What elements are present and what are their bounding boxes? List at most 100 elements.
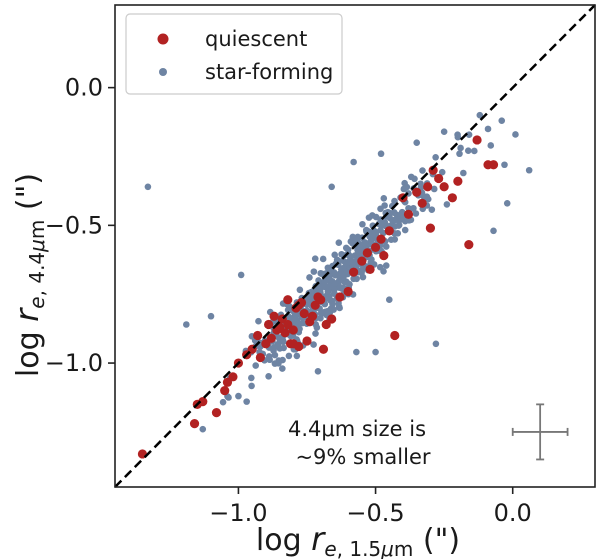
- star-forming-point: [372, 213, 380, 221]
- star-forming-point: [391, 236, 399, 243]
- y-tick-label: −1.0: [45, 349, 103, 377]
- axes: −1.0 −0.5 0.0 −1.0 −0.5 0.0: [45, 4, 596, 527]
- legend: quiescent star-forming: [125, 13, 343, 95]
- star-forming-point: [411, 175, 418, 183]
- star-forming-point: [487, 142, 495, 149]
- star-forming-point: [183, 321, 190, 328]
- star-forming-point: [525, 166, 533, 174]
- star-forming-point: [377, 150, 385, 158]
- star-forming-point: [382, 262, 390, 269]
- quiescent-point: [283, 295, 293, 305]
- annotation: 4.4μm size is ~9% smaller: [288, 417, 431, 469]
- star-forming-point: [443, 201, 451, 208]
- quiescent-point: [464, 240, 474, 250]
- quiescent-point: [488, 160, 499, 170]
- plot-frame: [114, 4, 596, 488]
- star-forming-point: [372, 348, 379, 356]
- star-forming-point: [335, 239, 343, 246]
- star-forming-point: [341, 258, 349, 266]
- quiescent-point: [269, 311, 279, 321]
- star-forming-point: [271, 344, 278, 351]
- star-forming-point: [413, 139, 421, 147]
- star-forming-point: [235, 392, 242, 400]
- quiescent-point: [220, 386, 230, 396]
- quiescent-point: [335, 292, 345, 302]
- star-forming-point: [320, 309, 327, 316]
- star-forming-point: [314, 368, 322, 375]
- quiescent-point: [423, 182, 433, 192]
- quiescent-point: [434, 173, 444, 184]
- star-forming-point: [296, 286, 304, 294]
- star-forming-point: [428, 206, 436, 213]
- star-forming-point: [338, 265, 346, 272]
- star-forming-point: [460, 169, 467, 177]
- star-forming-point: [438, 168, 446, 176]
- x-tick-label: −0.5: [346, 499, 404, 527]
- star-forming-point: [331, 251, 339, 259]
- quiescent-point: [288, 325, 298, 335]
- star-forming-point: [290, 315, 298, 323]
- quiescent-point: [447, 193, 457, 203]
- x-tick-label: −1.0: [209, 499, 267, 527]
- star-forming-point: [285, 302, 293, 310]
- star-forming-point: [501, 161, 508, 169]
- star-forming-point: [432, 154, 439, 161]
- y-tick-label: −0.5: [45, 211, 103, 239]
- quiescent-point: [439, 182, 449, 192]
- quiescent-point: [403, 209, 414, 219]
- star-forming-point: [266, 356, 273, 364]
- quiescent-point: [384, 226, 394, 236]
- legend-label-star-forming: star-forming: [205, 60, 333, 84]
- star-forming-point: [432, 340, 440, 348]
- star-forming-point: [398, 208, 406, 216]
- star-forming-point: [321, 279, 329, 286]
- star-forming-point: [317, 314, 324, 322]
- quiescent-point: [255, 352, 265, 363]
- quiescent-point: [302, 336, 312, 346]
- star-forming-point: [343, 278, 350, 286]
- star-forming-point: [347, 238, 355, 245]
- star-forming-point: [410, 204, 417, 212]
- star-forming-point: [265, 372, 272, 380]
- star-forming-point: [465, 131, 473, 139]
- quiescent-point: [472, 135, 482, 145]
- star-forming-point: [350, 158, 357, 166]
- star-forming-point: [377, 205, 384, 213]
- annotation-line-1: 4.4μm size is: [288, 417, 426, 441]
- star-forming-point: [306, 274, 313, 281]
- star-forming-point: [364, 227, 371, 235]
- quiescent-point: [253, 330, 263, 341]
- star-forming-point: [299, 319, 306, 327]
- star-forming-point: [311, 255, 319, 262]
- star-forming-point: [304, 297, 312, 305]
- star-forming-point: [394, 230, 402, 237]
- star-forming-point: [324, 287, 332, 295]
- star-forming-point: [243, 398, 250, 405]
- star-forming-point: [319, 255, 327, 263]
- quiescent-point: [327, 314, 337, 324]
- quiescent-point: [307, 311, 318, 321]
- star-forming-point: [391, 197, 398, 205]
- star-forming-point: [276, 334, 284, 342]
- star-forming-point: [275, 360, 282, 367]
- star-forming-point: [401, 226, 409, 234]
- quiescent-point: [390, 330, 400, 341]
- quiescent-point: [370, 242, 381, 252]
- star-forming-point: [382, 243, 390, 250]
- star-forming-point: [498, 117, 506, 124]
- legend-marker-quiescent: [157, 33, 169, 45]
- star-forming-point: [457, 144, 464, 152]
- quiescent-point: [299, 308, 309, 319]
- one-to-one-line: [114, 4, 596, 488]
- star-forming-point: [386, 214, 394, 222]
- y-tick-label: 0.0: [65, 74, 103, 102]
- quiescent-point: [296, 297, 307, 308]
- star-forming-point: [342, 244, 350, 252]
- star-forming-point: [199, 425, 207, 433]
- star-forming-point: [237, 271, 245, 279]
- annotation-line-2: ~9% smaller: [295, 445, 430, 469]
- star-forming-point: [412, 210, 420, 217]
- star-forming-point: [248, 382, 255, 390]
- star-forming-point: [335, 303, 343, 310]
